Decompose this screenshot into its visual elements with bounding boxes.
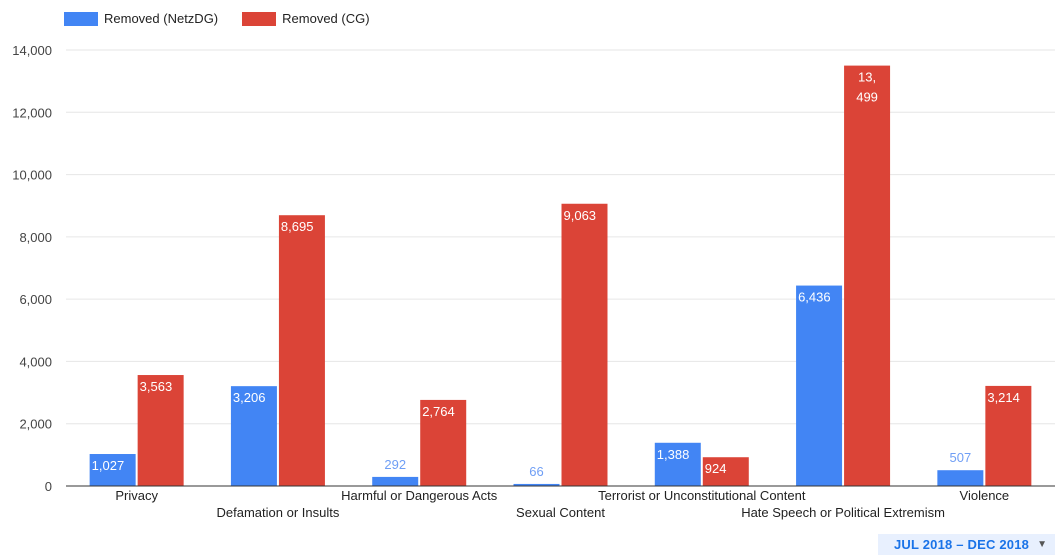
x-tick-label: Defamation or Insults: [217, 505, 340, 520]
legend-label-cg: Removed (CG): [282, 11, 370, 26]
legend: Removed (NetzDG) Removed (CG): [64, 11, 370, 26]
x-tick-label: Harmful or Dangerous Acts: [341, 488, 498, 503]
legend-swatch-cg: [242, 11, 277, 26]
bar-cg: [702, 457, 749, 486]
bar-netzdg: [513, 483, 560, 486]
data-label: 1,027: [92, 458, 125, 473]
x-tick-label: Sexual Content: [516, 505, 605, 520]
y-tick-label: 6,000: [19, 292, 52, 307]
bar-cg: [985, 385, 1032, 486]
legend-swatch-netzdg: [64, 11, 98, 26]
bar-cg: [420, 399, 467, 486]
bar-cg: [561, 203, 608, 486]
bar-netzdg: [230, 386, 277, 486]
data-label: 2,764: [422, 404, 455, 419]
x-tick-label: Hate Speech or Political Extremism: [741, 505, 945, 520]
y-tick-label: 8,000: [19, 230, 52, 245]
bar-netzdg: [89, 454, 136, 486]
data-label: 8,695: [281, 219, 314, 234]
y-tick-label: 14,000: [12, 43, 52, 58]
data-label: 9,063: [564, 208, 597, 223]
y-tick-label: 2,000: [19, 417, 52, 432]
y-tick-label: 0: [45, 479, 52, 494]
legend-label-netzdg: Removed (NetzDG): [104, 11, 219, 26]
bar-netzdg: [796, 285, 843, 486]
x-tick-label: Violence: [960, 488, 1010, 503]
data-label: 292: [384, 457, 406, 472]
data-label: 66: [529, 464, 543, 479]
y-tick-label: 12,000: [12, 105, 52, 120]
data-label: 507: [950, 450, 972, 465]
bar-netzdg: [654, 442, 701, 486]
date-range-dropdown[interactable]: JUL 2018 – DEC 2018 ▼: [878, 534, 1055, 555]
legend-item-cg[interactable]: Removed (CG): [242, 11, 370, 26]
data-label: 924: [705, 461, 727, 476]
data-label: 3,563: [140, 379, 173, 394]
date-range-label: JUL 2018 – DEC 2018: [894, 537, 1030, 552]
y-tick-label: 4,000: [19, 354, 52, 369]
data-label: 3,206: [233, 390, 266, 405]
data-label: 3,214: [987, 390, 1020, 405]
data-label: 499: [856, 90, 878, 105]
bar-cg: [137, 375, 184, 486]
y-tick-label: 10,000: [12, 168, 52, 183]
chevron-down-icon: ▼: [1037, 539, 1048, 550]
bar-cg: [844, 65, 891, 486]
x-tick-label: Terrorist or Unconstitutional Content: [598, 488, 806, 503]
bar-netzdg: [372, 476, 419, 486]
bar-netzdg: [937, 470, 984, 486]
data-label: 6,436: [798, 290, 831, 305]
bar-cg: [278, 215, 325, 486]
x-tick-label: Privacy: [115, 488, 158, 503]
legend-item-netzdg[interactable]: Removed (NetzDG): [64, 11, 218, 26]
data-label: 13,: [858, 70, 876, 85]
data-label: 1,388: [657, 447, 690, 462]
